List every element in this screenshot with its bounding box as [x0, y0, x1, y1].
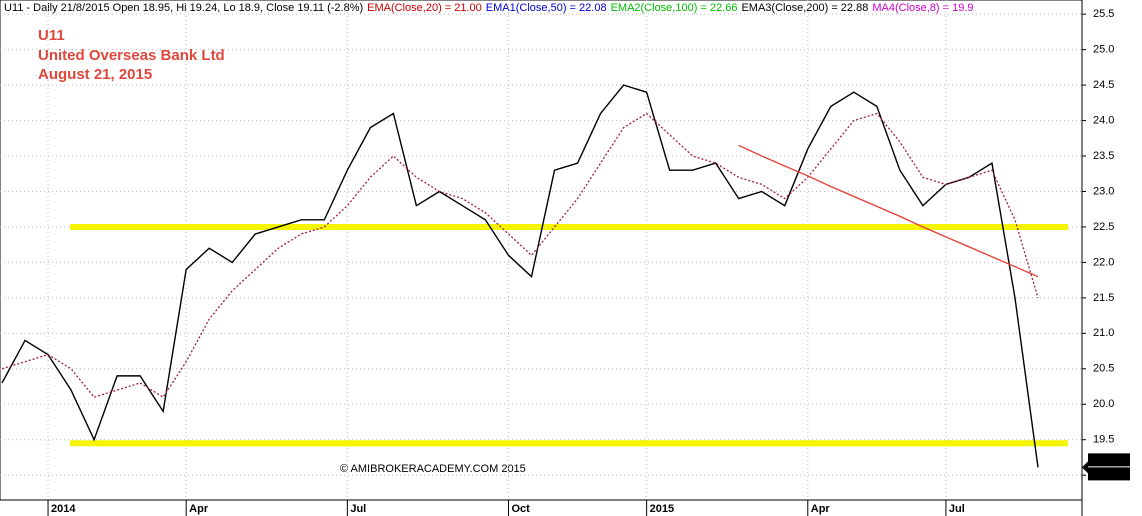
series-line: [738, 144, 1039, 278]
plot-area: [0, 0, 1083, 501]
price-label-box: [1088, 453, 1130, 467]
price-label: 19.11: [1092, 454, 1119, 466]
indicator-label: EMA2(Close,100) = 22.66: [611, 2, 738, 14]
watermark: © AMIBROKERACADEMY.COM 2015: [340, 463, 526, 475]
price-pointer: [1082, 461, 1088, 474]
x-tick-label: 2014: [51, 503, 76, 515]
y-tick-label: 24.5: [1093, 79, 1114, 91]
indicator-label: MA4(Close,8) = 19.9: [872, 2, 973, 14]
series-line: [1, 84, 1039, 468]
x-tick-label: Jul: [350, 503, 366, 515]
y-tick-label: 21.5: [1093, 292, 1114, 304]
x-tick-label: Apr: [811, 503, 831, 515]
y-tick-label: 21.0: [1093, 327, 1114, 339]
price-label: 19.11: [1092, 468, 1119, 480]
y-tick-label: 24.0: [1093, 114, 1114, 126]
indicator-label: EMA1(Close,50) = 22.08: [486, 2, 607, 14]
y-tick-label: 25.5: [1093, 8, 1114, 20]
y-tick-label: 22.0: [1093, 256, 1114, 268]
header-main: U11 - Daily 21/8/2015 Open 18.95, Hi 19.…: [4, 2, 363, 14]
header: U11 - Daily 21/8/2015 Open 18.95, Hi 19.…: [4, 2, 974, 14]
y-tick-label: 23.5: [1093, 150, 1114, 162]
y-tick-label: 20.0: [1093, 398, 1114, 410]
series-line: [1, 112, 1039, 399]
chart-title: August 21, 2015: [38, 66, 152, 83]
y-tick-label: 22.5: [1093, 221, 1114, 233]
y-tick-label: 23.0: [1093, 185, 1114, 197]
x-tick-label: 2015: [650, 503, 674, 515]
indicator-label: EMA(Close,20) = 21.00: [367, 2, 482, 14]
y-tick-label: 25.0: [1093, 44, 1114, 56]
chart-title: United Overseas Bank Ltd: [38, 47, 225, 64]
x-tick-label: Jul: [949, 503, 965, 515]
y-tick-label: 20.5: [1093, 363, 1114, 375]
x-tick-label: Oct: [511, 503, 530, 515]
price-label-box: [1088, 467, 1130, 481]
indicator-label: EMA3(Close,200) = 22.88: [741, 2, 868, 14]
x-tick-label: Apr: [189, 503, 209, 515]
y-tick-label: 19.5: [1093, 434, 1114, 446]
chart-title: U11: [38, 27, 65, 44]
